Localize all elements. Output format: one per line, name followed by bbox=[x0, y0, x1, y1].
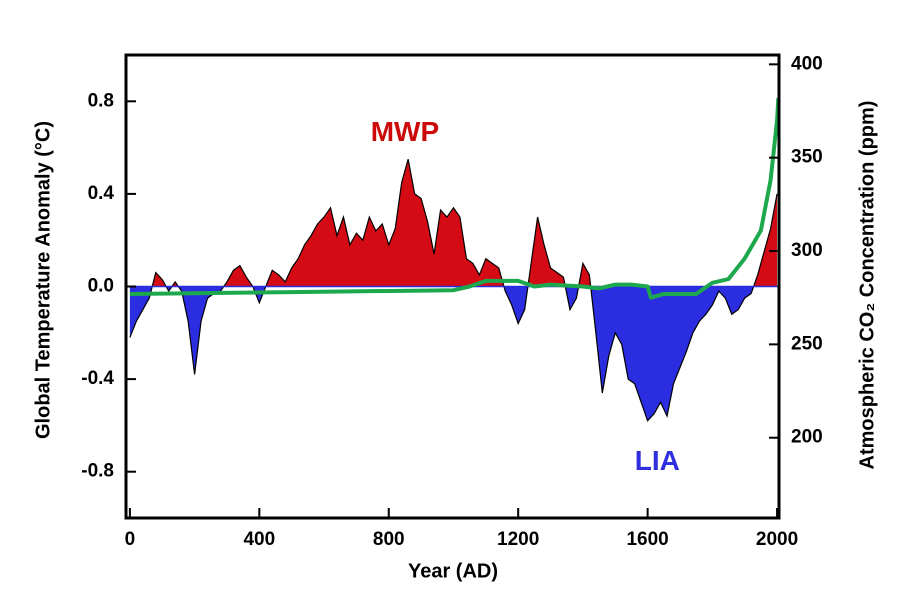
y-tick-label: 0.4 bbox=[88, 183, 115, 204]
warm-area bbox=[129, 159, 778, 287]
cool-area bbox=[129, 286, 778, 421]
y2-tick-label: 300 bbox=[791, 240, 823, 261]
temperature-line bbox=[129, 159, 778, 422]
x-tick-label: 1600 bbox=[626, 529, 668, 550]
y-tick-label: -0.8 bbox=[81, 461, 114, 482]
y2-tick-label: 350 bbox=[791, 147, 823, 168]
y-tick-label: -0.4 bbox=[81, 368, 114, 389]
y-tick-label: 0.8 bbox=[88, 90, 114, 111]
y-tick-label: 0.0 bbox=[88, 276, 114, 297]
y2-tick-label: 200 bbox=[791, 427, 823, 448]
y2-tick-label: 400 bbox=[791, 53, 823, 74]
x-axis-label: Year (AD) bbox=[408, 560, 498, 582]
y2-tick-label: 250 bbox=[791, 333, 823, 354]
x-tick-label: 400 bbox=[243, 529, 275, 550]
annotation: MWP bbox=[371, 116, 439, 147]
annotation: LIA bbox=[635, 445, 680, 476]
x-tick-label: 1200 bbox=[497, 529, 539, 550]
y-axis-label: Global Temperature Anomaly (°C) bbox=[32, 121, 54, 439]
x-tick-label: 800 bbox=[373, 529, 405, 550]
y2-axis-label: Atmospheric CO₂ Concentration (ppm) bbox=[856, 101, 878, 470]
x-tick-label: 0 bbox=[125, 529, 136, 550]
co2-line bbox=[129, 97, 779, 300]
x-tick-label: 2000 bbox=[756, 529, 798, 550]
